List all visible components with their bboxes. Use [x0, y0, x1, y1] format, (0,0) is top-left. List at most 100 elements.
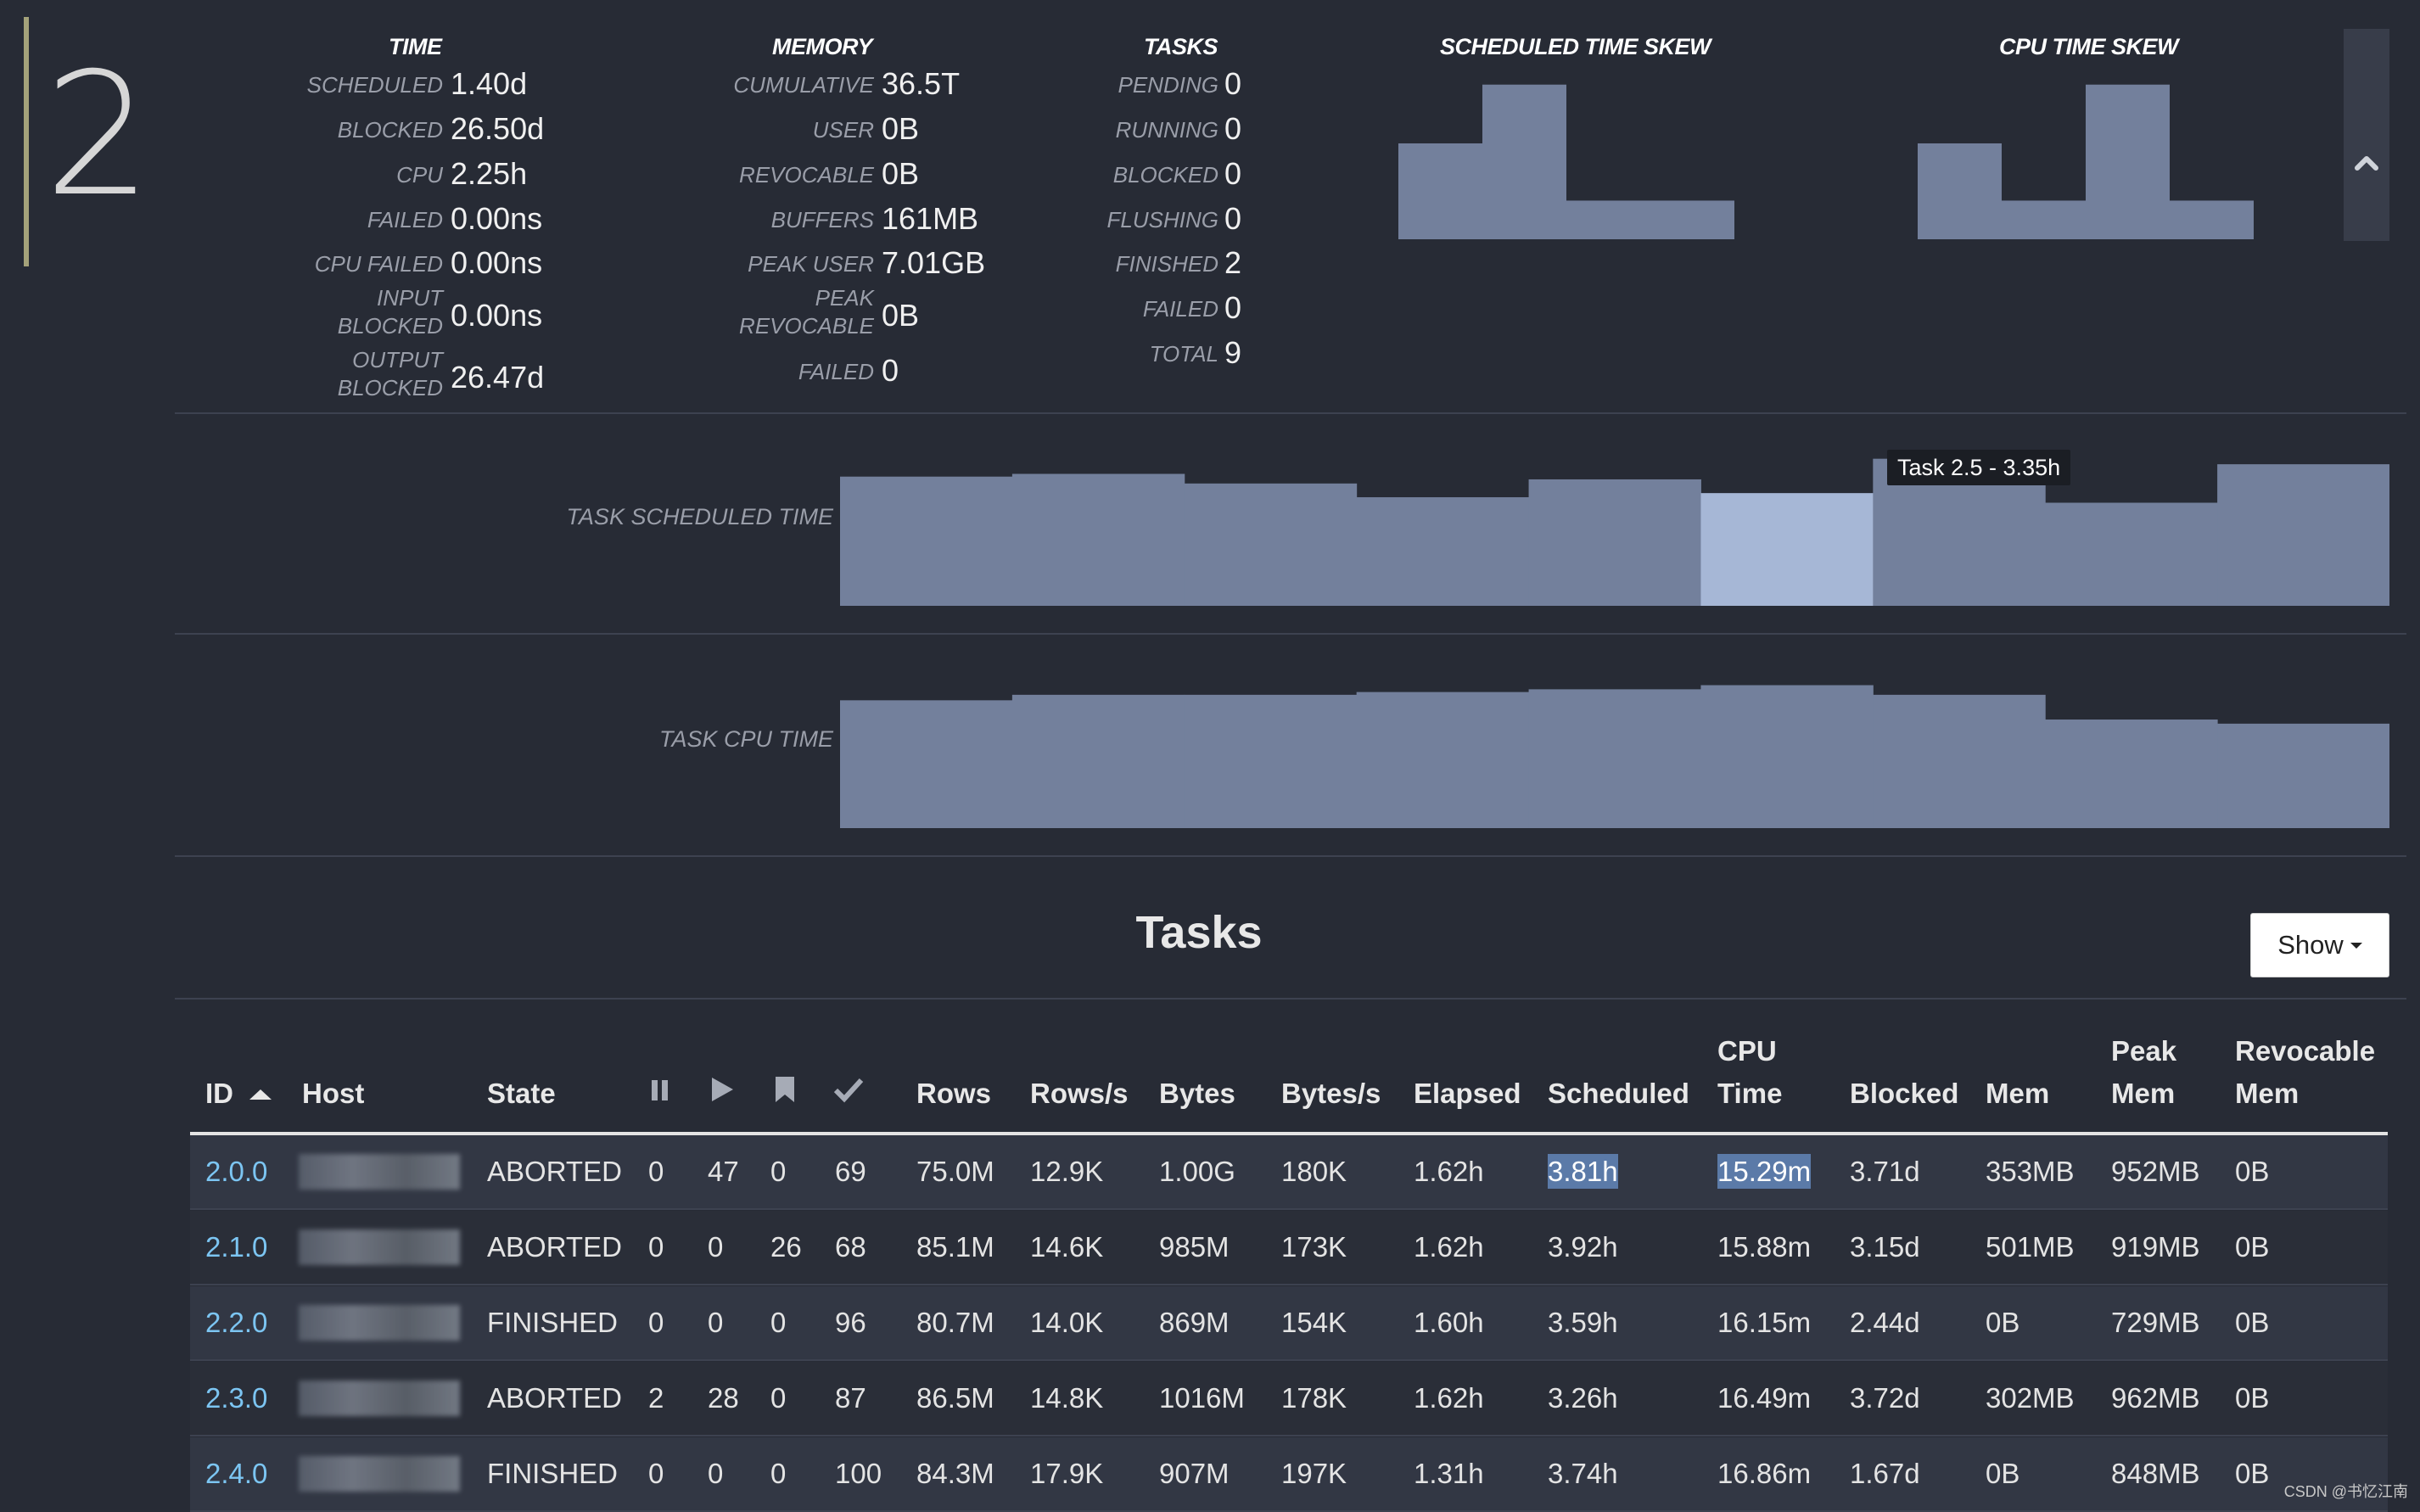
- cell-text: 85.1M: [916, 1231, 994, 1263]
- col-bytes[interactable]: Bytes: [1159, 1078, 1235, 1109]
- cell-text: 1.62h: [1414, 1156, 1484, 1187]
- task-bar[interactable]: [1011, 473, 1185, 606]
- task-bar[interactable]: [2217, 723, 2389, 828]
- cell-cpu: 16.49m: [1717, 1362, 1811, 1435]
- task-bar[interactable]: [1356, 692, 1530, 828]
- col-completed[interactable]: [833, 1072, 864, 1115]
- cell-scheduled: 3.26h: [1548, 1362, 1618, 1435]
- cell-blocked: 3.71d: [1850, 1135, 1920, 1208]
- cell-text: 2: [648, 1382, 664, 1414]
- cell-text: 3.71d: [1850, 1156, 1920, 1187]
- col-bytes-per-sec[interactable]: Bytes/s: [1281, 1078, 1381, 1109]
- cell-bytes-s: 154K: [1281, 1286, 1347, 1359]
- cell-id[interactable]: 2.3.0: [205, 1362, 267, 1435]
- cell-bytes: 1.00G: [1159, 1135, 1235, 1208]
- cell-state: FINISHED: [487, 1437, 618, 1510]
- cell-text: 3.81h: [1548, 1154, 1618, 1189]
- stat-label: PEAK USER: [748, 251, 874, 277]
- cell-text: FINISHED: [487, 1307, 619, 1338]
- col-elapsed[interactable]: Elapsed: [1414, 1078, 1521, 1109]
- task-bar[interactable]: [2045, 502, 2218, 607]
- col-running[interactable]: [709, 1072, 735, 1115]
- cell-id[interactable]: 2.1.0: [205, 1211, 267, 1284]
- cell-c1: 0: [648, 1211, 664, 1284]
- task-bar[interactable]: [840, 476, 1013, 606]
- col-pause[interactable]: [649, 1072, 671, 1115]
- show-columns-button[interactable]: Show: [2250, 913, 2389, 977]
- stat-value: 0B: [882, 298, 920, 333]
- col-peak-mem[interactable]: Peak Mem: [2111, 1035, 2177, 1109]
- cell-rows-s: 14.0K: [1030, 1286, 1103, 1359]
- cpu-skew-title: CPU TIME SKEW: [1999, 34, 2179, 59]
- task-bar[interactable]: [1011, 694, 1185, 828]
- cell-bytes: 907M: [1159, 1437, 1230, 1510]
- stat-label: RUNNING: [1115, 117, 1218, 143]
- col-host[interactable]: Host: [302, 1078, 365, 1109]
- cell-id[interactable]: 2.0.0: [205, 1135, 267, 1208]
- cell-text: ABORTED: [487, 1231, 622, 1263]
- cell-text: 2.44d: [1850, 1307, 1920, 1338]
- cell-text: 1.00G: [1159, 1156, 1235, 1187]
- task-bar[interactable]: [2217, 464, 2389, 606]
- sort-asc-icon: [249, 1089, 272, 1100]
- memory-section-title: MEMORY: [772, 34, 873, 59]
- task-bar[interactable]: [1873, 694, 2046, 828]
- task-bar[interactable]: [1700, 685, 1874, 828]
- stat-value: 2: [1224, 245, 1242, 280]
- task-bar[interactable]: [1356, 497, 1530, 606]
- cell-scheduled: 3.59h: [1548, 1286, 1618, 1359]
- divider: [175, 998, 2406, 1000]
- cell-blocked: 2.44d: [1850, 1286, 1920, 1359]
- cell-text: 952MB: [2111, 1156, 2200, 1187]
- cell-text: 87: [835, 1382, 866, 1414]
- task-bar[interactable]: [1528, 689, 1701, 828]
- cell-text: 0: [648, 1307, 664, 1338]
- pause-icon: [652, 1080, 668, 1100]
- col-scheduled[interactable]: Scheduled: [1548, 1078, 1689, 1109]
- cell-text: 15.29m: [1717, 1154, 1812, 1189]
- task-bar[interactable]: [2045, 720, 2218, 828]
- col-rows[interactable]: Rows: [916, 1078, 992, 1109]
- stat-label: CPU: [396, 162, 443, 188]
- stat-value: 0.00ns: [451, 298, 543, 333]
- cell-text: 3.26h: [1548, 1382, 1618, 1414]
- cell-peak: 848MB: [2111, 1437, 2200, 1510]
- cell-elapsed: 1.62h: [1414, 1211, 1484, 1284]
- cell-text: 16.49m: [1717, 1382, 1812, 1414]
- cell-cpu: 16.86m: [1717, 1437, 1811, 1510]
- cell-text: 84.3M: [916, 1458, 994, 1489]
- cell-id[interactable]: 2.4.0: [205, 1437, 267, 1510]
- cell-mem: 0B: [1986, 1437, 2019, 1510]
- cpu-skew-chart: [1918, 84, 2254, 239]
- task-bar[interactable]: [1184, 483, 1358, 606]
- task-bar[interactable]: [1528, 479, 1701, 606]
- stat-value: 0: [1224, 156, 1242, 191]
- cell-text: 2.1.0: [205, 1231, 268, 1263]
- collapse-button[interactable]: [2344, 29, 2389, 241]
- cell-id[interactable]: 2.2.0: [205, 1286, 267, 1359]
- col-mem[interactable]: Mem: [1986, 1078, 2050, 1109]
- col-rows-per-sec[interactable]: Rows/s: [1030, 1078, 1129, 1109]
- col-state[interactable]: State: [487, 1078, 556, 1109]
- cell-text: 0: [708, 1231, 724, 1263]
- cell-state: ABORTED: [487, 1362, 622, 1435]
- tasks-title: Tasks: [1135, 907, 1263, 958]
- cell-elapsed: 1.62h: [1414, 1135, 1484, 1208]
- col-cpu-time[interactable]: CPU Time: [1717, 1035, 1783, 1109]
- task-bar[interactable]: [840, 700, 1013, 828]
- stat-value: 26.47d: [451, 360, 545, 395]
- col-id[interactable]: ID: [205, 1072, 273, 1115]
- cell-text: 0B: [2235, 1307, 2270, 1338]
- skew-bar: [1918, 143, 2002, 239]
- cell-rows-s: 14.8K: [1030, 1362, 1103, 1435]
- task-bar[interactable]: [1184, 694, 1358, 828]
- col-blocked[interactable]: Blocked: [1850, 1078, 1959, 1109]
- col-revocable-mem[interactable]: Revocable Mem: [2235, 1035, 2376, 1109]
- stat-label: TOTAL: [1149, 341, 1218, 367]
- task-bar[interactable]: [1700, 493, 1874, 606]
- cell-bytes: 1016M: [1159, 1362, 1245, 1435]
- stat-value: 0: [882, 353, 899, 388]
- cell-text: 0B: [2235, 1458, 2270, 1489]
- col-blocked-splits[interactable]: [774, 1072, 796, 1115]
- cell-text: 1.60h: [1414, 1307, 1484, 1338]
